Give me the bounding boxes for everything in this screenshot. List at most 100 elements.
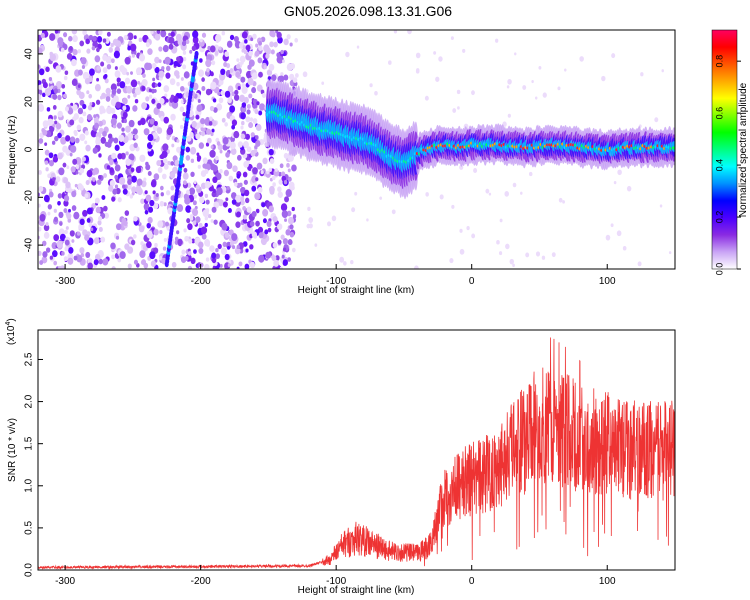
spectrogram-cell [542, 92, 547, 98]
spectrogram-cell [209, 105, 215, 112]
spectrogram-cell [668, 251, 672, 255]
spectrogram-cell [89, 102, 93, 106]
spectrogram-cell [47, 211, 51, 216]
spectrogram-cell [42, 120, 49, 128]
spectrogram-cell [195, 133, 201, 140]
spectrogram-cell [104, 78, 109, 84]
spectrogram-cell [77, 183, 83, 190]
spectrogram-cell [78, 116, 84, 124]
spectrogram-cell [125, 125, 131, 133]
spectrogram-cell [177, 93, 183, 99]
spectrogram-cell [187, 265, 193, 269]
spectrogram-cell [237, 141, 243, 148]
spectrogram-cell [237, 86, 241, 90]
spectrogram-cell [62, 162, 67, 168]
spectrogram-cell [488, 192, 492, 196]
spectrogram-cell [229, 141, 236, 150]
spectrogram-cell [98, 30, 103, 36]
spectrogram-cell [124, 243, 130, 250]
spectrogram-cell [59, 222, 63, 226]
spectrogram-cell [130, 43, 137, 52]
spectrogram-cell [158, 70, 165, 78]
spectrogram-cell [233, 130, 240, 139]
spectrogram-cell [283, 152, 289, 159]
spectrogram-cells [38, 30, 675, 269]
spectrogram-cell [251, 87, 257, 94]
spectrogram-cell [277, 239, 282, 245]
spectrogram-cell [69, 119, 75, 126]
spectrogram-cell [136, 67, 142, 75]
spectrogram-cell [88, 222, 93, 228]
snr-y-tick-label: 0.0 [24, 563, 35, 577]
spectrogram-cell [366, 218, 369, 222]
spectrogram-cell [165, 190, 171, 196]
spectrogram-cell [95, 206, 101, 214]
spectrogram-cell [246, 109, 251, 115]
spectrogram-cell [150, 140, 155, 146]
spectrogram-cell [229, 240, 235, 247]
spectrogram-cell [94, 197, 100, 204]
spectrogram-cell [253, 182, 258, 187]
spectrogram-cell [435, 76, 440, 82]
spectrogram-cell [161, 150, 168, 159]
spectrogram-cell [281, 254, 285, 259]
spectrogram-cell [62, 93, 67, 99]
spectrogram-cell [207, 137, 212, 144]
spectrogram-cell [234, 247, 241, 255]
spectrogram-cell [273, 169, 280, 177]
spectrogram-cell [130, 79, 138, 88]
spectrogram-cell [211, 252, 217, 259]
spectrogram-cell [125, 158, 132, 166]
figure-title: GN05.2026.098.13.31.G06 [284, 3, 452, 19]
spectrogram-cell [414, 265, 419, 269]
spectrogram-cell [138, 37, 143, 43]
spectrogram-cell [213, 201, 220, 209]
spectrogram-cell [236, 173, 241, 179]
spectrogram-cell [198, 241, 204, 249]
spectrogram-cell [218, 46, 222, 51]
spectrogram-cell [137, 187, 143, 196]
spectrogram-cell [177, 238, 183, 246]
spectrogram-cell [242, 217, 247, 224]
spectrogram-cell [147, 216, 153, 224]
spectrogram-cell [105, 89, 109, 94]
spectrogram-cell [151, 82, 157, 89]
spectrogram-cell [213, 107, 218, 113]
spectrogram-cell [187, 251, 192, 256]
spectrogram-cell [42, 81, 48, 89]
spectrogram-cell [236, 211, 242, 218]
spectrogram-cell [212, 176, 218, 184]
spectrogram-cell [289, 73, 295, 81]
spectrogram-cell [156, 102, 162, 109]
spectrogram-x-tick-label: 100 [599, 276, 616, 287]
spectrogram-cell [327, 221, 331, 227]
spectrogram-cell [285, 229, 291, 236]
spectrogram-cell [165, 72, 171, 79]
spectrogram-cell [451, 204, 455, 209]
spectrogram-cell [48, 152, 54, 159]
spectrogram-cell [58, 40, 64, 48]
spectrogram-cell [450, 36, 454, 41]
spectrogram-cell [181, 249, 186, 255]
spectrogram-cell [466, 226, 470, 231]
spectrogram-cell [140, 241, 144, 246]
spectrogram-cell [215, 247, 219, 253]
spectrogram-cell [266, 170, 270, 175]
spectrogram-cell [188, 238, 193, 244]
spectrogram-cell [55, 81, 63, 90]
spectrogram-cell [171, 143, 175, 148]
spectrogram-cell [110, 58, 115, 64]
spectrogram-cell [205, 142, 210, 147]
spectrogram-cell [661, 69, 664, 73]
spectrogram-cell [102, 38, 107, 43]
spectrogram-cell [216, 141, 221, 146]
spectrogram-cell [95, 253, 101, 261]
spectrogram-cell [69, 152, 73, 157]
spectrogram-cell [281, 210, 288, 218]
spectrogram-cell [248, 122, 254, 129]
spectrogram-cell [266, 69, 273, 76]
spectrogram-cell [145, 164, 151, 171]
spectrogram-cell [137, 80, 141, 85]
spectrogram-cell [130, 167, 135, 173]
spectrogram-cell [113, 50, 120, 59]
